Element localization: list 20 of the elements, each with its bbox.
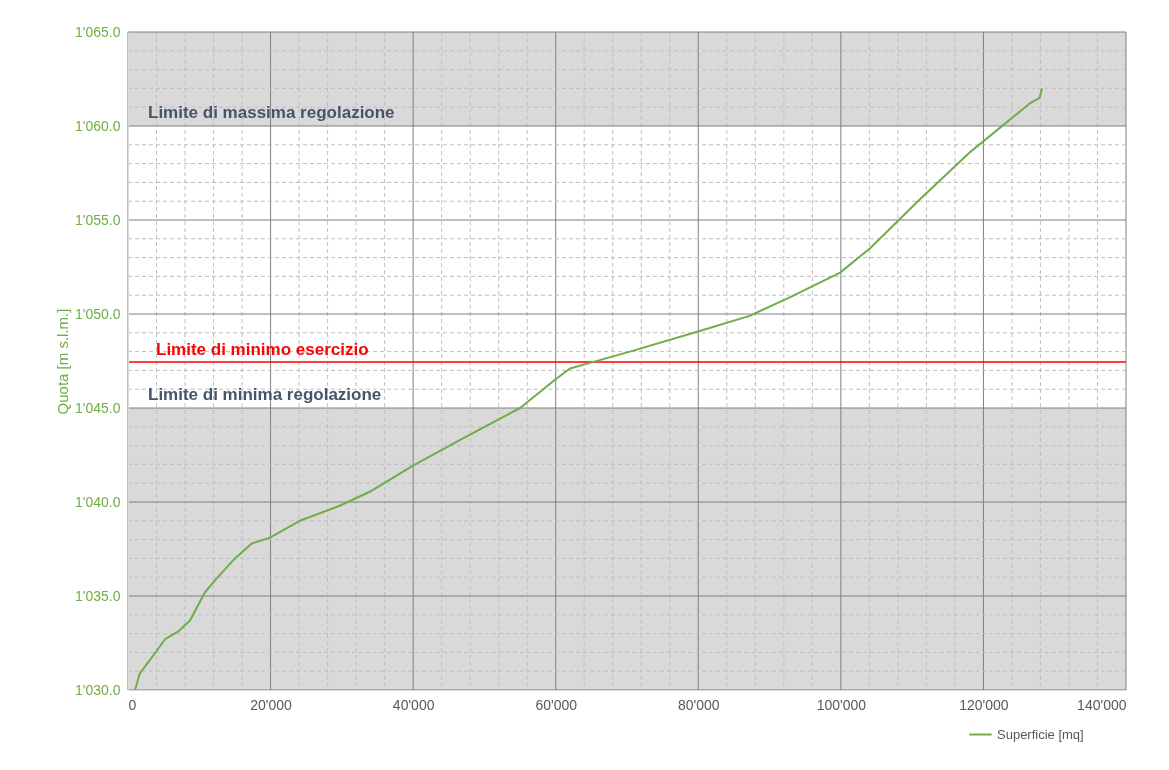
y-tick-label: 1'035.0 — [75, 587, 121, 604]
x-tick-label: 40'000 — [392, 696, 435, 713]
legend-label: Superficie [mq] — [997, 726, 1084, 742]
x-tick-label: 20'000 — [250, 696, 293, 713]
x-tick-label: 60'000 — [535, 696, 578, 713]
y-tick-label: 1'055.0 — [75, 211, 121, 228]
ref-line-label: Limite di minimo esercizio — [156, 339, 369, 359]
y-tick-label: 1'050.0 — [75, 305, 121, 322]
x-tick-label: 100'000 — [816, 696, 867, 713]
y-axis-title: Quota [m s.l.m.] — [54, 308, 72, 415]
y-tick-label: 1'040.0 — [75, 493, 121, 510]
y-tick-label: 1'030.0 — [75, 681, 121, 698]
x-tick-label: 140'000 — [1077, 696, 1127, 713]
y-tick-label: 1'045.0 — [75, 399, 121, 416]
x-tick-label: 80'000 — [677, 696, 720, 713]
y-tick-label: 1'060.0 — [75, 117, 121, 134]
x-tick-label: 120'000 — [959, 696, 1009, 713]
y-tick-label: 1'065.0 — [75, 23, 121, 40]
line-series — [133, 87, 1043, 691]
x-tick-label: 0 — [128, 696, 137, 713]
